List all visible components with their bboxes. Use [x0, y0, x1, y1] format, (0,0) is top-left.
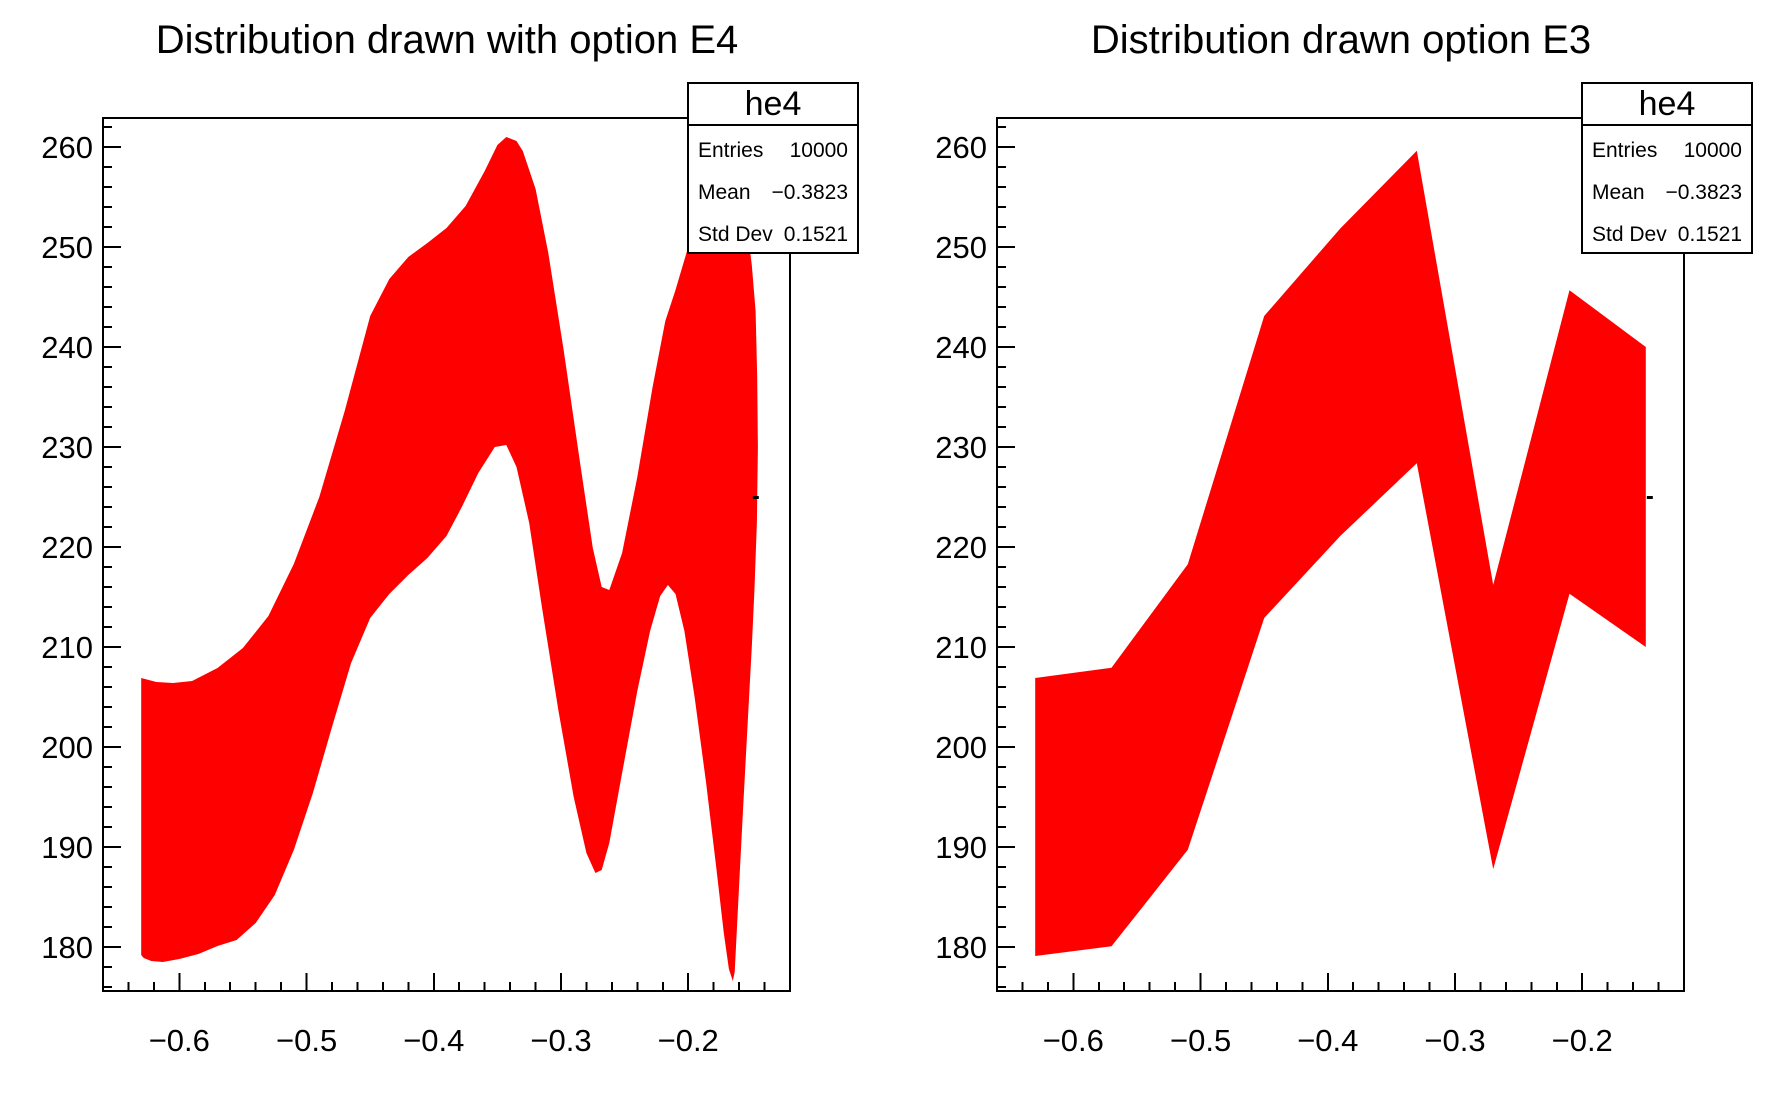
x-tick-label: −0.2 — [1552, 1023, 1613, 1058]
bin-marker-dash — [752, 496, 759, 499]
stats-label: Mean — [698, 181, 751, 204]
y-tick-label: 180 — [41, 930, 93, 965]
pad-title-e3: Distribution drawn option E3 — [1090, 18, 1592, 62]
stats-title: he4 — [689, 84, 857, 126]
stats-value: 10000 — [789, 139, 848, 162]
pad-title-e4: Distribution drawn with option E4 — [155, 18, 739, 62]
stats-title: he4 — [1583, 84, 1751, 126]
axis-ticks — [103, 126, 766, 991]
stats-value: −0.3823 — [771, 181, 849, 204]
y-tick-label: 200 — [41, 730, 93, 765]
x-tick-label: −0.4 — [403, 1023, 464, 1058]
y-tick-label: 240 — [41, 330, 93, 365]
x-tick-label: −0.6 — [1043, 1023, 1104, 1058]
stats-value: 0.1521 — [1677, 223, 1742, 246]
x-tick-label: −0.5 — [276, 1023, 337, 1058]
stats-rows: Entries 10000 Mean −0.3823 Std Dev 0.152… — [1583, 126, 1751, 260]
stats-rows: Entries 10000 Mean −0.3823 Std Dev 0.152… — [689, 126, 857, 260]
stats-label: Mean — [1592, 181, 1645, 204]
bin-marker-dash — [1646, 496, 1653, 499]
y-tick-label: 250 — [935, 230, 987, 265]
pad-e3: −0.6 −0.5 −0.4 −0.3 −0.2 180 190 200 210 220 230 24… — [935, 117, 1685, 1058]
plot-frame — [102, 117, 791, 992]
y-tick-label: 260 — [41, 130, 93, 165]
y-tick-label: 260 — [935, 130, 987, 165]
y-tick-label: 250 — [41, 230, 93, 265]
x-tick-label: −0.3 — [1424, 1023, 1485, 1058]
stats-box-e4: he4 Entries 10000 Mean −0.3823 Std Dev 0… — [687, 82, 859, 254]
stats-row-stddev: Std Dev 0.1521 — [689, 223, 857, 247]
stats-row-mean: Mean −0.3823 — [1583, 181, 1751, 205]
axis-ticks — [997, 126, 1660, 991]
y-tick-label: 220 — [41, 530, 93, 565]
x-tick-label: −0.2 — [658, 1023, 719, 1058]
y-tick-label: 210 — [41, 630, 93, 665]
x-tick-label: −0.4 — [1297, 1023, 1358, 1058]
x-tick-label: −0.3 — [530, 1023, 591, 1058]
stats-label: Entries — [698, 139, 764, 162]
axis-labels: −0.6 −0.5 −0.4 −0.3 −0.2 180 190 200 210 220 230 24… — [935, 130, 1613, 1058]
y-tick-label: 200 — [935, 730, 987, 765]
stats-row-entries: Entries 10000 — [689, 139, 857, 163]
y-tick-label: 190 — [41, 830, 93, 865]
error-band-e3 — [1035, 150, 1646, 957]
stats-value: −0.3823 — [1665, 181, 1743, 204]
y-tick-label: 230 — [41, 430, 93, 465]
stats-label: Std Dev — [1592, 223, 1667, 246]
stats-label: Entries — [1592, 139, 1658, 162]
y-tick-label: 230 — [935, 430, 987, 465]
y-tick-label: 220 — [935, 530, 987, 565]
stats-value: 0.1521 — [783, 223, 848, 246]
x-tick-label: −0.6 — [149, 1023, 210, 1058]
stats-row-mean: Mean −0.3823 — [689, 181, 857, 205]
y-tick-label: 210 — [935, 630, 987, 665]
x-tick-label: −0.5 — [1170, 1023, 1231, 1058]
stats-value: 10000 — [1683, 139, 1742, 162]
y-tick-label: 180 — [935, 930, 987, 965]
stats-row-entries: Entries 10000 — [1583, 139, 1751, 163]
y-tick-label: 240 — [935, 330, 987, 365]
plot-frame — [996, 117, 1685, 992]
stats-row-stddev: Std Dev 0.1521 — [1583, 223, 1751, 247]
y-tick-label: 190 — [935, 830, 987, 865]
stats-label: Std Dev — [698, 223, 773, 246]
error-band-e4 — [141, 137, 758, 981]
pad-e4: −0.6 −0.5 −0.4 −0.3 −0.2 180 190 200 210 220 230 24… — [41, 117, 791, 1058]
axis-labels: −0.6 −0.5 −0.4 −0.3 −0.2 180 190 200 210 220 230 24… — [41, 130, 719, 1058]
stats-box-e3: he4 Entries 10000 Mean −0.3823 Std Dev 0… — [1581, 82, 1753, 254]
